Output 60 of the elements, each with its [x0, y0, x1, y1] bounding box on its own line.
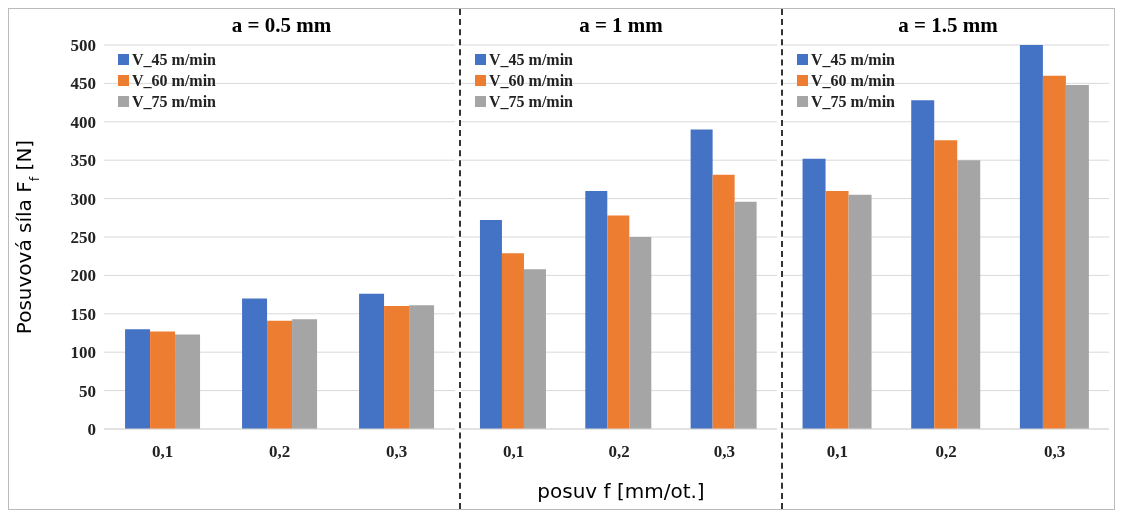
bar	[690, 129, 713, 429]
bar	[267, 320, 293, 429]
bar	[501, 253, 524, 429]
x-tick-label: 0,1	[826, 442, 848, 462]
x-tick-label: 0,3	[385, 442, 408, 462]
y-tick-label: 150	[70, 304, 96, 324]
x-tick-label: 0,2	[608, 442, 630, 462]
y-tick-label: 350	[70, 151, 96, 171]
y-tick-label: 450	[70, 74, 96, 94]
x-tick-label: 0,3	[713, 442, 735, 462]
y-tick-label: 300	[70, 189, 96, 209]
chart-title: a = 0.5 mm	[230, 13, 333, 38]
x-tick-label: 0,1	[151, 442, 174, 462]
x-tick-label: 0,2	[268, 442, 291, 462]
legend-label: V_75 m/min	[489, 92, 573, 111]
bar	[359, 293, 385, 429]
legend-label: V_60 m/min	[132, 71, 216, 90]
bar	[712, 174, 735, 429]
legend-label: V_45 m/min	[132, 50, 216, 69]
bar	[607, 215, 630, 429]
x-tick-label: 0,3	[1044, 442, 1066, 462]
chart-title: a = 1 mm	[578, 13, 664, 38]
chart-title: a = 1.5 mm	[897, 13, 999, 38]
bar	[409, 305, 435, 429]
bar	[175, 334, 201, 429]
bar	[479, 220, 502, 429]
bar	[1065, 84, 1089, 429]
bar	[802, 158, 826, 429]
bar	[734, 201, 757, 429]
legend-label: V_45 m/min	[489, 50, 573, 69]
bar	[125, 329, 151, 429]
bar	[1042, 75, 1066, 429]
bar	[934, 140, 958, 429]
bar	[523, 269, 546, 429]
legend-label: V_45 m/min	[811, 50, 895, 69]
bar	[911, 100, 935, 429]
bar	[629, 237, 652, 429]
legend-label: V_75 m/min	[132, 92, 216, 111]
bar	[825, 190, 849, 429]
bar	[957, 160, 981, 429]
bar	[848, 194, 872, 429]
bar	[292, 319, 318, 429]
y-tick-label: 100	[70, 343, 96, 363]
bar	[384, 306, 410, 429]
y-tick-label: 50	[79, 381, 96, 401]
y-tick-label: 400	[70, 112, 96, 132]
y-tick-label: 250	[70, 228, 96, 248]
y-tick-label: 0	[87, 420, 96, 440]
legend-label: V_60 m/min	[811, 71, 895, 90]
bar	[1019, 45, 1043, 429]
legend-label: V_60 m/min	[489, 71, 573, 90]
y-tick-label: 500	[70, 36, 96, 56]
bar	[585, 190, 608, 429]
x-tick-label: 0,2	[935, 442, 957, 462]
legend-label: V_75 m/min	[811, 92, 895, 111]
bar	[150, 331, 176, 429]
y-tick-label: 200	[70, 266, 96, 286]
x-tick-label: 0,1	[503, 442, 525, 462]
x-axis-title: posuv f [mm/ot.]	[536, 479, 706, 503]
bar	[242, 298, 268, 429]
